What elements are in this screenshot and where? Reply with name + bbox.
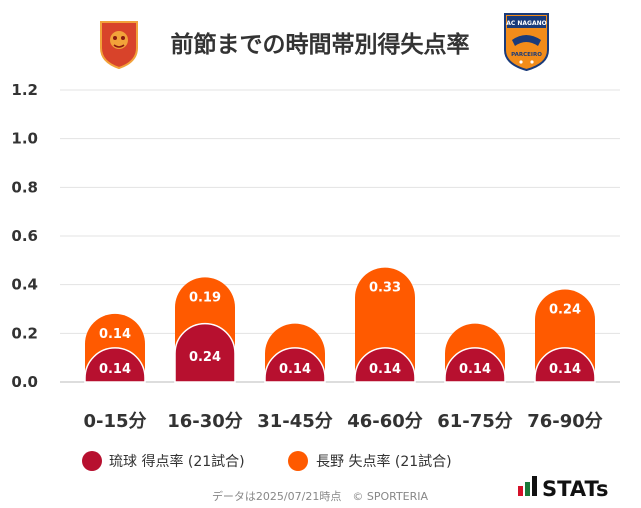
- data-label-ryukyu: 0.14: [279, 362, 311, 377]
- y-axis: 0.0 0.2 0.4 0.6 0.8 1.0 1.2: [11, 81, 38, 391]
- data-label-nagano: 0.14: [99, 327, 131, 342]
- y-tick-label: 0.8: [11, 178, 38, 196]
- home-team-logo: [100, 21, 138, 70]
- x-tick-label: 61-75分: [437, 411, 513, 432]
- legend: 琉球 得点率 (21試合) 長野 失点率 (21試合): [82, 451, 452, 471]
- legend-label-ryukyu: 琉球 得点率 (21試合): [109, 453, 245, 470]
- x-tick-label: 16-30分: [167, 411, 243, 432]
- x-tick-label: 76-90分: [527, 411, 603, 432]
- footer-note: データは2025/07/21時点 © SPORTERIA: [212, 489, 429, 503]
- legend-label-nagano: 長野 失点率 (21試合): [316, 453, 452, 470]
- bar-ryukyu: [354, 347, 416, 383]
- data-label-ryukyu: 0.14: [369, 362, 401, 377]
- bar-ryukyu: [84, 347, 146, 383]
- y-tick-label: 1.2: [11, 81, 38, 99]
- y-tick-label: 1.0: [11, 130, 38, 148]
- data-label-nagano: 0.33: [369, 281, 401, 296]
- stats-bars-icon: [518, 476, 537, 496]
- stats-logo-text: STATs: [542, 477, 608, 501]
- data-label-ryukyu: 0.14: [459, 362, 491, 377]
- legend-item-nagano: 長野 失点率 (21試合): [288, 451, 452, 471]
- data-label-ryukyu: 0.24: [189, 350, 221, 365]
- away-logo-bottom-text: PARCEIRO: [511, 52, 542, 58]
- bar-ryukyu: [174, 322, 236, 383]
- x-tick-label: 46-60分: [347, 411, 423, 432]
- chart-title: 前節までの時間帯別得失点率: [171, 31, 470, 58]
- y-tick-label: 0.2: [11, 324, 38, 342]
- away-logo-top-text: AC NAGANO: [506, 20, 547, 27]
- x-tick-label: 0-15分: [83, 411, 146, 432]
- data-label-ryukyu: 0.14: [549, 362, 581, 377]
- x-axis: 0-15分 16-30分 31-45分 46-60分 61-75分 76-90分: [83, 411, 602, 432]
- gridlines: [60, 89, 620, 383]
- bar-ryukyu: [534, 347, 596, 383]
- y-tick-label: 0.0: [11, 373, 38, 391]
- away-team-logo: AC NAGANO PARCEIRO: [504, 13, 549, 72]
- data-label-ryukyu: 0.14: [99, 362, 131, 377]
- y-tick-label: 0.4: [11, 276, 38, 294]
- bars: 0.14 0.14 0.24 0.19 0.14 0.14 0.33 0.14 0.14 0.24: [84, 267, 596, 383]
- stats-brand: STATs: [518, 476, 608, 501]
- bar-ryukyu: [444, 347, 506, 383]
- x-tick-label: 31-45分: [257, 411, 333, 432]
- bar-ryukyu: [264, 347, 326, 383]
- legend-item-ryukyu: 琉球 得点率 (21試合): [82, 451, 245, 471]
- legend-swatch-nagano: [288, 451, 308, 471]
- y-tick-label: 0.6: [11, 227, 38, 245]
- legend-swatch-ryukyu: [82, 451, 102, 471]
- data-label-nagano: 0.19: [189, 290, 221, 305]
- data-label-nagano: 0.24: [549, 303, 581, 318]
